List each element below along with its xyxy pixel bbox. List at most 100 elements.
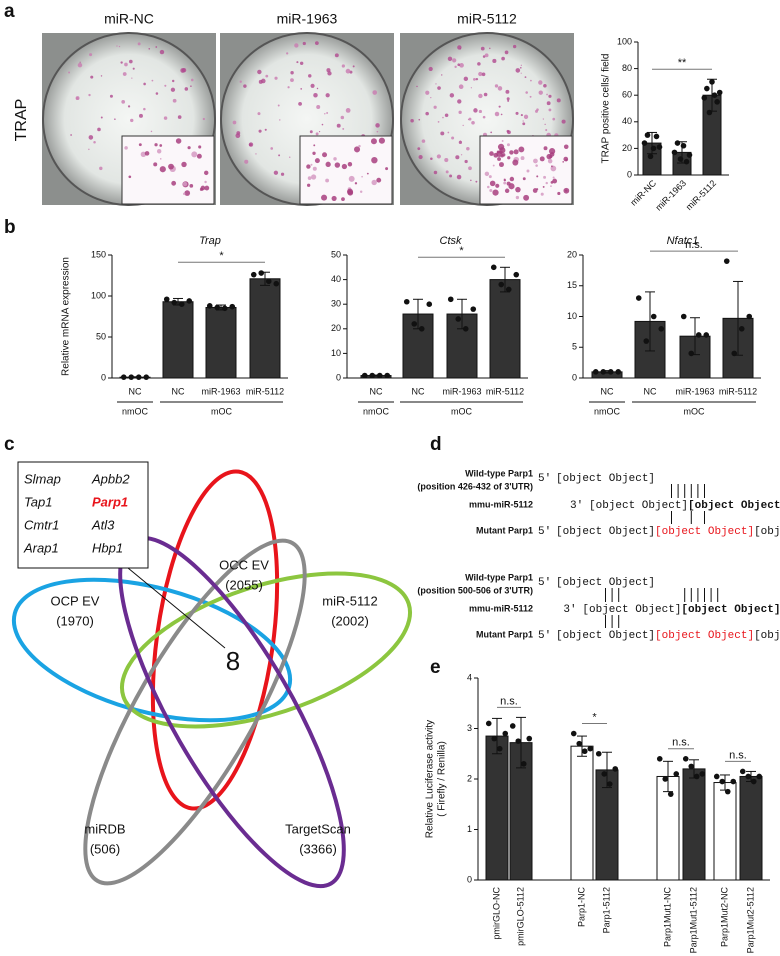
- stain: [482, 55, 486, 58]
- stain: [494, 111, 500, 117]
- inset-stain: [501, 139, 504, 142]
- inset-stain: [522, 177, 526, 181]
- y-tick-label: 40: [622, 116, 632, 126]
- inset-stain: [334, 162, 341, 168]
- stain: [463, 76, 469, 82]
- stain: [239, 80, 242, 83]
- inset-stain: [540, 192, 544, 196]
- stain: [483, 92, 488, 97]
- stain: [428, 66, 433, 72]
- stain: [324, 113, 326, 115]
- stain: [536, 108, 539, 111]
- data-point: [615, 369, 622, 375]
- stain: [88, 135, 94, 140]
- stain: [447, 131, 450, 134]
- inset-stain: [542, 185, 545, 188]
- data-point: [250, 271, 257, 278]
- y-tick-label: 150: [91, 249, 106, 259]
- y-tick-label: 0: [467, 874, 472, 884]
- data-point: [688, 763, 695, 770]
- stain: [75, 96, 80, 101]
- stain: [520, 64, 522, 66]
- stain: [459, 63, 464, 68]
- data-point: [120, 374, 127, 380]
- data-point: [673, 771, 680, 777]
- stain: [277, 104, 280, 107]
- stain: [258, 79, 263, 84]
- y-tick-label: 100: [91, 290, 106, 300]
- inset-stain: [533, 158, 538, 164]
- inset-stain: [359, 190, 363, 194]
- error-bar: [645, 291, 655, 352]
- stain: [442, 116, 444, 119]
- data-point: [447, 296, 454, 303]
- data-point: [643, 338, 650, 344]
- stain: [524, 76, 527, 79]
- inset-stain: [124, 146, 128, 150]
- data-point: [677, 156, 684, 162]
- stain: [466, 147, 470, 151]
- stain: [538, 90, 543, 95]
- stain: [515, 68, 521, 73]
- inset-stain: [499, 147, 506, 154]
- y-axis-label: Relative mRNA expression: [61, 257, 72, 376]
- stain: [500, 113, 503, 116]
- stain: [457, 99, 462, 104]
- stain: [440, 131, 445, 136]
- stain: [314, 41, 319, 46]
- inset-stain: [307, 176, 312, 180]
- stain: [302, 41, 306, 46]
- inset-stain: [153, 162, 158, 167]
- data-point: [653, 133, 660, 140]
- x-tick-label: NC: [370, 386, 383, 396]
- inset-stain: [370, 138, 377, 145]
- x-tick-label: Parp1-5112: [601, 887, 611, 933]
- stain: [506, 97, 510, 101]
- stain: [477, 62, 481, 66]
- inset-stain: [306, 164, 311, 169]
- stain: [274, 76, 278, 80]
- sequence-segment: [object Object]: [681, 604, 780, 616]
- data-point: [711, 92, 718, 98]
- stain: [512, 44, 517, 49]
- stain: [451, 136, 455, 140]
- data-point: [369, 372, 376, 379]
- inset-stain: [550, 185, 552, 188]
- data-point: [576, 740, 583, 747]
- inset-stain: [506, 181, 511, 186]
- venn-set-count: (2055): [225, 577, 263, 592]
- data-point: [606, 781, 613, 787]
- stain: [542, 118, 545, 120]
- data-point: [612, 766, 619, 772]
- data-point: [601, 771, 608, 777]
- data-point: [411, 321, 418, 327]
- stain: [489, 47, 491, 50]
- data-point: [714, 99, 720, 105]
- stain: [286, 52, 289, 55]
- stain: [308, 74, 312, 78]
- stain: [435, 83, 437, 85]
- inset-stain: [184, 190, 191, 196]
- data-point: [581, 748, 588, 755]
- inset-stain: [523, 194, 530, 201]
- inset-stain: [156, 149, 162, 154]
- inset-stain: [348, 175, 355, 182]
- data-point: [570, 730, 577, 737]
- significance-label: n.s.: [729, 749, 747, 761]
- bar: [739, 775, 763, 881]
- y-axis-label: TRAP positive cells/ field: [601, 54, 612, 164]
- sequence-segment: [object Object]: [754, 630, 780, 642]
- stain: [70, 134, 72, 136]
- inset-stain: [159, 158, 162, 160]
- bar: [570, 745, 594, 881]
- stain: [546, 101, 551, 106]
- stain: [244, 159, 249, 164]
- chart-title: Trap: [199, 235, 221, 247]
- stain: [257, 112, 261, 116]
- group-label: mOC: [684, 406, 705, 416]
- y-tick-label: 30: [331, 299, 341, 309]
- stain: [471, 121, 475, 125]
- stain: [177, 115, 182, 119]
- y-tick-label: 80: [622, 63, 632, 73]
- stain: [290, 71, 294, 75]
